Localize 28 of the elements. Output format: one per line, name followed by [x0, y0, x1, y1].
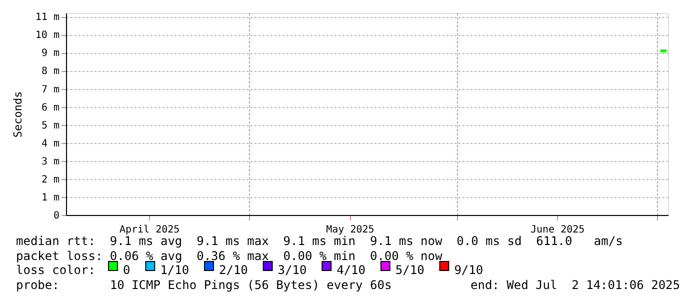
y-tick-label: 6 m: [41, 102, 60, 114]
y-axis-title: Seconds: [11, 91, 24, 138]
text: median rtt: 9.1 ms avg 9.1 ms max 9.1 ms min 9.1 ms now 0.0 ms sd 611.0 am/s: [16, 234, 623, 248]
x-tick-label: April 2025: [119, 224, 180, 236]
legend-label: 3/10: [278, 263, 307, 277]
legend-label: 4/10: [336, 263, 366, 277]
legend-title: loss color:: [16, 263, 96, 277]
text: end: Wed Jul 2 14:01:06 2025: [470, 278, 680, 292]
legend-label: 0: [123, 263, 130, 277]
y-tick-label: 3 m: [41, 156, 60, 168]
y-tick-label: 4 m: [41, 138, 60, 150]
x-tick-label: June 2025: [530, 224, 585, 236]
legend-label: 5/10: [395, 263, 424, 277]
y-tick-label: 9 m: [41, 48, 60, 60]
y-tick-label: 7 m: [41, 84, 60, 96]
text: probe: 10 ICMP Echo Pings (56 Bytes) every 60s: [16, 278, 392, 292]
y-tick-label: 1 m: [41, 192, 60, 204]
y-tick-label: 8 m: [41, 66, 60, 78]
y-tick-label: 0: [53, 210, 60, 222]
y-tick-label: 11 m: [35, 12, 60, 24]
y-tick-label: 2 m: [41, 174, 60, 186]
text: packet loss: 0.06 % avg 0.36 % max 0.00 % min 0.00 % now: [16, 249, 442, 263]
y-tick-label: 10 m: [35, 30, 60, 42]
legend-label: 1/10: [160, 263, 190, 277]
x-tick-label: May 2025: [326, 224, 374, 236]
y-tick-label: 5 m: [41, 120, 60, 132]
legend-label: 2/10: [219, 263, 248, 277]
legend-label: 9/10: [454, 263, 484, 277]
